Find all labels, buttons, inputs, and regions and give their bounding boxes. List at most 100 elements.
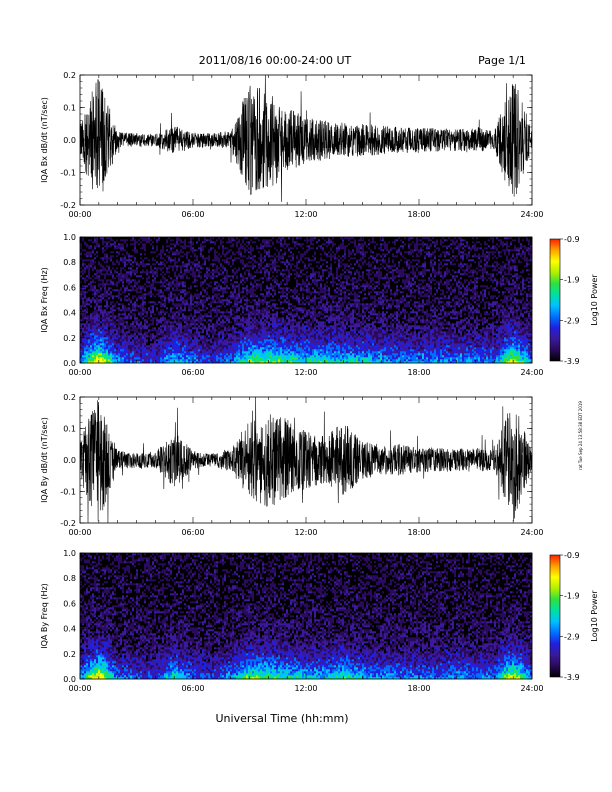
heatmap-cell	[176, 321, 178, 323]
heatmap-cell	[138, 283, 140, 285]
heatmap-cell	[88, 349, 90, 351]
heatmap-cell	[86, 307, 88, 309]
heatmap-cell	[234, 313, 236, 315]
heatmap-cell	[138, 299, 140, 301]
heatmap-cell	[98, 301, 100, 303]
heatmap-cell	[162, 359, 164, 361]
heatmap-cell	[90, 251, 92, 253]
heatmap-cell	[146, 275, 148, 277]
heatmap-cell	[156, 275, 158, 277]
heatmap-cell	[228, 255, 230, 257]
heatmap-cell	[126, 241, 128, 243]
heatmap-cell	[170, 327, 172, 329]
heatmap-cell	[122, 305, 124, 307]
heatmap-cell	[130, 331, 132, 333]
heatmap-cell	[216, 279, 218, 281]
heatmap-cell	[178, 283, 180, 285]
heatmap-cell	[114, 313, 116, 315]
heatmap-cell	[160, 315, 162, 317]
heatmap-cell	[214, 303, 216, 305]
heatmap-cell	[154, 321, 156, 323]
heatmap-cell	[94, 309, 96, 311]
heatmap-cell	[144, 295, 146, 297]
heatmap-cell	[226, 285, 228, 287]
heatmap-cell	[210, 319, 212, 321]
heatmap-cell	[210, 299, 212, 301]
heatmap-cell	[134, 277, 136, 279]
heatmap-cell	[232, 339, 234, 341]
heatmap-cell	[122, 239, 124, 241]
heatmap-cell	[122, 341, 124, 343]
heatmap-cell	[152, 303, 154, 305]
heatmap-cell	[112, 319, 114, 321]
heatmap-cell	[202, 297, 204, 299]
heatmap-cell	[142, 291, 144, 293]
heatmap-cell	[234, 335, 236, 337]
heatmap-cell	[118, 323, 120, 325]
heatmap-cell	[128, 281, 130, 283]
heatmap-cell	[218, 289, 220, 291]
heatmap-cell	[154, 285, 156, 287]
heatmap-cell	[146, 323, 148, 325]
heatmap-cell	[174, 309, 176, 311]
heatmap-cell	[140, 307, 142, 309]
heatmap-cell	[232, 345, 234, 347]
heatmap-cell	[180, 263, 182, 265]
heatmap-cell	[204, 303, 206, 305]
heatmap-cell	[220, 287, 222, 289]
heatmap-cell	[156, 259, 158, 261]
heatmap-cell	[208, 295, 210, 297]
heatmap-cell	[140, 359, 142, 361]
heatmap-cell	[186, 259, 188, 261]
heatmap-cell	[108, 251, 110, 253]
heatmap-cell	[98, 257, 100, 259]
heatmap-cell	[226, 279, 228, 281]
heatmap-cell	[106, 333, 108, 335]
heatmap-cell	[232, 325, 234, 327]
heatmap-cell	[132, 245, 134, 247]
heatmap-cell	[220, 355, 222, 357]
heatmap-cell	[122, 359, 124, 361]
heatmap-cell	[138, 255, 140, 257]
heatmap-cell	[234, 323, 236, 325]
heatmap-cell	[148, 249, 150, 251]
heatmap-cell	[202, 327, 204, 329]
heatmap-cell	[164, 309, 166, 311]
heatmap-cell	[104, 331, 106, 333]
heatmap-cell	[152, 329, 154, 331]
heatmap-cell	[116, 351, 118, 353]
heatmap-cell	[166, 303, 168, 305]
heatmap-cell	[158, 239, 160, 241]
heatmap-cell	[154, 261, 156, 263]
heatmap-cell	[138, 351, 140, 353]
heatmap-cell	[154, 305, 156, 307]
heatmap-cell	[154, 353, 156, 355]
heatmap-cell	[100, 327, 102, 329]
heatmap-cell	[124, 279, 126, 281]
heatmap-cell	[82, 335, 84, 337]
heatmap-cell	[90, 275, 92, 277]
heatmap-cell	[230, 255, 232, 257]
heatmap-cell	[130, 321, 132, 323]
heatmap-cell	[214, 319, 216, 321]
heatmap-cell	[220, 357, 222, 359]
heatmap-cell	[186, 359, 188, 361]
heatmap-cell	[200, 271, 202, 273]
heatmap-cell	[96, 339, 98, 341]
heatmap-cell	[88, 253, 90, 255]
heatmap-cell	[200, 333, 202, 335]
heatmap-cell	[204, 295, 206, 297]
heatmap-cell	[126, 335, 128, 337]
heatmap-cell	[162, 335, 164, 337]
heatmap-cell	[132, 331, 134, 333]
heatmap-cell	[184, 279, 186, 281]
heatmap-cell	[162, 239, 164, 241]
heatmap-cell	[182, 243, 184, 245]
heatmap-cell	[190, 291, 192, 293]
heatmap-cell	[124, 281, 126, 283]
heatmap-cell	[230, 335, 232, 337]
heatmap-cell	[120, 357, 122, 359]
heatmap-cell	[112, 255, 114, 257]
heatmap-cell	[128, 297, 130, 299]
heatmap-cell	[102, 295, 104, 297]
